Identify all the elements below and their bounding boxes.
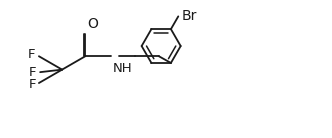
- Text: F: F: [28, 48, 35, 62]
- Text: F: F: [29, 66, 37, 79]
- Text: Br: Br: [181, 9, 197, 23]
- Text: O: O: [87, 17, 98, 31]
- Text: F: F: [28, 78, 36, 91]
- Text: NH: NH: [112, 62, 132, 75]
